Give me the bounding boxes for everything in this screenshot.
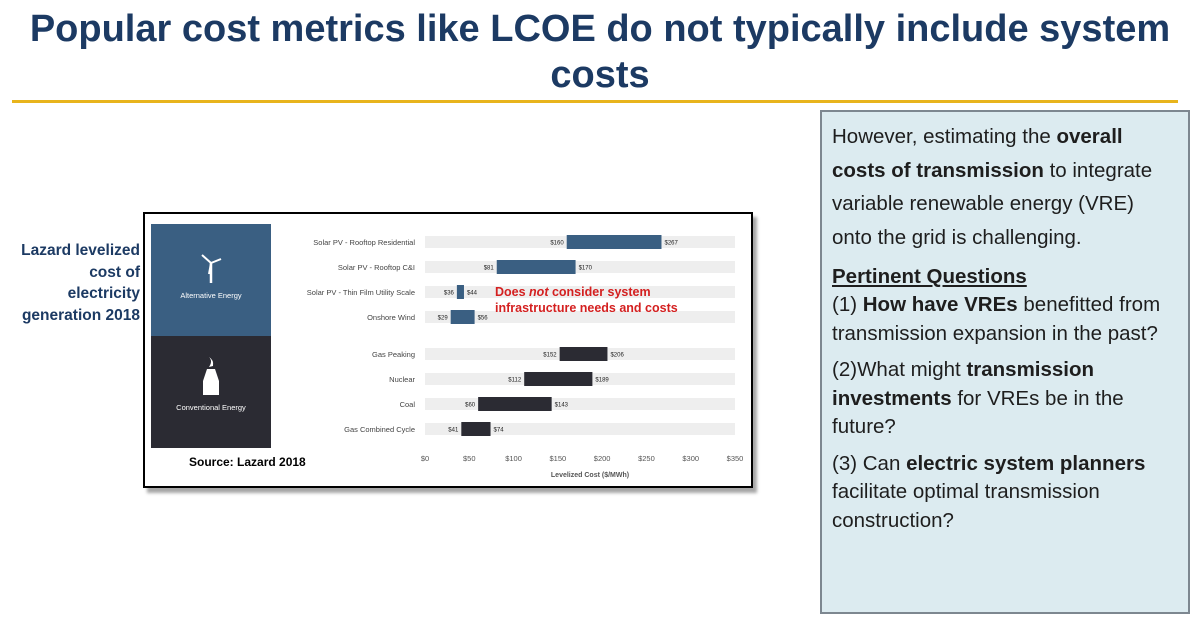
bar-high-label: $267 bbox=[664, 241, 678, 247]
row-label: Coal bbox=[400, 400, 416, 409]
chart-source: Source: Lazard 2018 bbox=[189, 455, 306, 469]
x-tick-label: $200 bbox=[594, 454, 611, 463]
row-label: Solar PV - Rooftop C&I bbox=[338, 263, 415, 272]
row-label: Solar PV - Thin Film Utility Scale bbox=[307, 288, 415, 297]
slide-title: Popular cost metrics like LCOE do not ty… bbox=[29, 8, 1171, 96]
chart-side-label: Lazard levelized cost of electricity gen… bbox=[21, 242, 140, 324]
annotation-prefix: Does bbox=[495, 285, 530, 299]
bar-high-label: $74 bbox=[494, 428, 505, 434]
row-label: Solar PV - Rooftop Residential bbox=[313, 238, 415, 247]
intro-post: to integrate variable renewable energy (… bbox=[832, 158, 1153, 249]
bar-high-label: $143 bbox=[555, 403, 569, 409]
q2-bold: transmission investments bbox=[832, 358, 1095, 410]
row-label: Onshore Wind bbox=[367, 313, 415, 322]
lcoe-bar bbox=[496, 260, 576, 274]
x-tick-label: $0 bbox=[421, 454, 429, 463]
x-tick-label: $150 bbox=[550, 454, 567, 463]
turbine-blade bbox=[210, 258, 222, 264]
group-name: Conventional Energy bbox=[176, 403, 246, 412]
x-tick-label: $50 bbox=[463, 454, 476, 463]
bar-low-label: $160 bbox=[550, 241, 564, 247]
question-2: (2)What might transmission investments f… bbox=[832, 356, 1178, 442]
question-3: (3) Can electric system planners facilit… bbox=[832, 450, 1178, 536]
plant-steam bbox=[209, 357, 214, 367]
lcoe-bar bbox=[566, 235, 662, 249]
q1-bold: How have VREs bbox=[862, 293, 1018, 316]
lcoe-chart: Alternative Energy Solar PV - Rooftop Res… bbox=[143, 212, 753, 488]
intro-bold: overall costs of transmission bbox=[832, 125, 1123, 182]
bar-low-label: $112 bbox=[508, 378, 522, 384]
title-divider bbox=[12, 100, 1178, 103]
bar-low-label: $81 bbox=[484, 266, 495, 272]
bar-low-label: $36 bbox=[444, 291, 455, 297]
info-intro: However, estimating the overall costs of… bbox=[832, 120, 1178, 254]
question-1: (1) How have VREs benefitted from transm… bbox=[832, 291, 1178, 348]
lcoe-bar bbox=[478, 397, 552, 411]
q1-post: benefitted from transmission expansion i… bbox=[832, 293, 1161, 345]
row-label: Nuclear bbox=[389, 375, 415, 384]
bar-high-label: $170 bbox=[579, 266, 593, 272]
x-tick-label: $350 bbox=[727, 454, 744, 463]
lcoe-chart-svg: Alternative Energy Solar PV - Rooftop Res… bbox=[151, 224, 744, 479]
bar-high-label: $206 bbox=[610, 353, 624, 359]
row-track bbox=[425, 423, 735, 435]
q3-post: facilitate optimal transmission construc… bbox=[832, 480, 1100, 532]
intro-pre: However, estimating the bbox=[832, 125, 1057, 148]
row-label: Gas Combined Cycle bbox=[344, 425, 415, 434]
bar-low-label: $41 bbox=[448, 428, 459, 434]
bar-low-label: $152 bbox=[543, 353, 557, 359]
info-box: However, estimating the overall costs of… bbox=[820, 110, 1190, 614]
bar-high-label: $44 bbox=[467, 291, 478, 297]
turbine-blade bbox=[208, 262, 212, 275]
q3-num: (3) Can bbox=[832, 451, 907, 475]
row-track bbox=[425, 286, 735, 298]
chart-annotation: Does not consider system infrastructure … bbox=[495, 284, 695, 316]
bar-high-label: $56 bbox=[478, 316, 489, 322]
turbine-blade bbox=[201, 254, 212, 264]
bar-high-label: $189 bbox=[595, 378, 609, 384]
x-tick-label: $100 bbox=[505, 454, 522, 463]
q2-pre: What might bbox=[857, 358, 967, 381]
row-track bbox=[425, 311, 735, 323]
q3-bold: electric system planners bbox=[906, 451, 1146, 475]
q2-post: for VREs be in the future? bbox=[832, 386, 1124, 439]
lcoe-bar bbox=[461, 422, 491, 436]
bar-low-label: $60 bbox=[465, 403, 476, 409]
x-tick-label: $300 bbox=[682, 454, 699, 463]
annotation-emphasis: not bbox=[529, 285, 549, 299]
lcoe-bar bbox=[559, 347, 608, 361]
lcoe-bar bbox=[450, 310, 475, 324]
lcoe-bar bbox=[524, 372, 593, 386]
x-tick-label: $250 bbox=[638, 454, 655, 463]
group-name: Alternative Energy bbox=[180, 291, 242, 300]
annotation-suffix: consider system infrastructure needs and… bbox=[495, 285, 678, 315]
row-label: Gas Peaking bbox=[372, 350, 415, 359]
x-axis-label: Levelized Cost ($/MWh) bbox=[551, 472, 629, 479]
bar-low-label: $29 bbox=[438, 316, 449, 322]
power-plant-icon bbox=[203, 369, 219, 395]
lcoe-bar bbox=[456, 285, 464, 299]
pertinent-questions-heading: Pertinent Questions bbox=[832, 265, 1027, 288]
q2-num: (2) bbox=[832, 358, 858, 381]
q1-num: (1) bbox=[832, 293, 863, 316]
